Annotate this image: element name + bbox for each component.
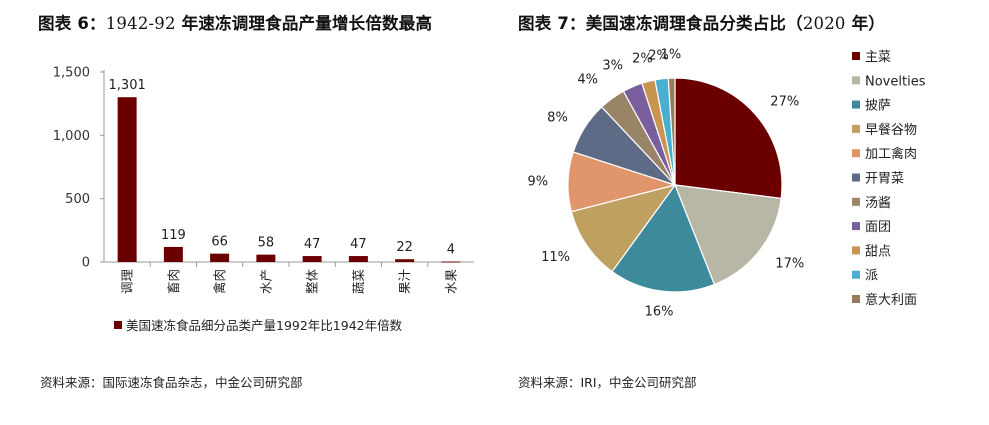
y-tick-label: 1,500 [53,66,90,81]
pie-slice [674,184,782,286]
y-tick-label: 500 [65,192,90,207]
legend-label: 开胃菜 [865,172,904,187]
bar-data-label: 47 [304,237,321,252]
bar [256,254,276,262]
pie-value-label: 8% [547,110,568,125]
right-title-prefix: 图表 7： [518,14,586,33]
legend-swatch [852,246,860,255]
legend-swatch [852,76,860,85]
x-tick-label: 蔬菜 [351,269,366,295]
legend-swatch [852,295,860,303]
x-tick-label: 禽肉 [212,269,227,294]
right-source-note: 资料来源：IRI，中金公司研究部 [518,375,697,390]
pie-slice [570,184,677,273]
bar [395,259,415,262]
bar-data-label: 47 [350,237,367,252]
legend-swatch [852,52,860,60]
left-chart-title: 图表 6：1942-92 年速冻调理食品产量增长倍数最高 [38,10,432,34]
pie-value-label: 16% [645,305,674,320]
legend-label: Novelties [865,74,926,89]
left-title-text: 年速冻调理食品产量增长倍数最高 [175,14,433,33]
pie-value-label: 2% [632,52,653,67]
left-title-prefix: 图表 6： [38,14,106,33]
pie-value-label: 1% [661,48,682,63]
pie-slice [667,77,676,186]
y-tick-label: 1,000 [53,129,90,144]
right-title-text: 美国速冻调理食品分类占比（ [585,14,803,33]
bar-data-label: 66 [211,235,228,250]
right-chart-title: 图表 7：美国速冻调理食品分类占比（2020 年） [518,10,885,34]
bar-data-label: 58 [258,236,275,251]
right-title-suffix: 年） [845,14,885,33]
pie-value-label: 2% [648,49,669,64]
pie-value-label: 9% [527,175,548,190]
legend-label: 面团 [865,220,891,235]
legend-swatch [852,124,860,133]
legend-swatch [852,270,860,279]
legend-label: 加工禽肉 [865,146,917,162]
pie-slice [674,77,783,200]
bar-data-label: 1,301 [109,78,146,93]
y-tick-label: 0 [82,256,90,271]
bar [348,256,368,262]
x-tick-label: 水产 [258,269,273,294]
bar [163,246,183,262]
bar [210,253,230,262]
legend-swatch [852,100,860,109]
x-tick-label: 水果 [443,269,458,295]
legend-swatch [114,321,122,329]
legend-label: 美国速冻食品细分品类产量1992年比1942年倍数 [126,318,403,333]
pie-value-label: 17% [775,256,804,271]
x-tick-label: 畜肉 [166,269,181,294]
left-source-note: 资料来源：国际速冻食品杂志，中金公司研究部 [40,375,303,390]
bar [441,261,461,263]
legend-label: 甜点 [865,243,891,259]
legend-swatch [852,149,860,158]
legend-label: 汤酱 [865,196,891,211]
pie-value-label: 4% [577,73,598,88]
bar [117,97,137,262]
legend-swatch [852,197,860,206]
x-tick-label: 调理 [120,269,135,295]
left-title-range: 1942-92 [105,14,176,33]
pie-value-label: 3% [602,58,623,73]
x-tick-label: 整体 [305,269,320,295]
bar-data-label: 22 [396,240,413,255]
x-tick-label: 果汁 [397,269,412,295]
pie-chart: 27%17%16%11%9%8%4%3% 2%2%1% 主菜Novelties披萨早… [527,48,926,320]
legend-label: 披萨 [865,99,891,114]
bar-data-label: 4 [447,242,455,257]
legend-swatch [852,222,860,231]
bar [302,256,322,262]
pie-value-label: 11% [541,250,570,265]
legend-label: 意大利面 [865,292,917,308]
legend-label: 主菜 [865,50,891,65]
bar-data-label: 119 [161,228,186,243]
legend-swatch [852,173,860,182]
right-title-year: 2020 [802,14,846,33]
legend-label: 派 [865,269,878,284]
pie-value-label: 27% [770,95,799,110]
bar-chart: 0 500 1,000 1,500 1,301 调理 119 畜肉 66 禽肉 58 水产 47 整体 47… [53,66,474,333]
legend-label: 早餐谷物 [865,122,917,138]
pie-slice [611,183,716,293]
